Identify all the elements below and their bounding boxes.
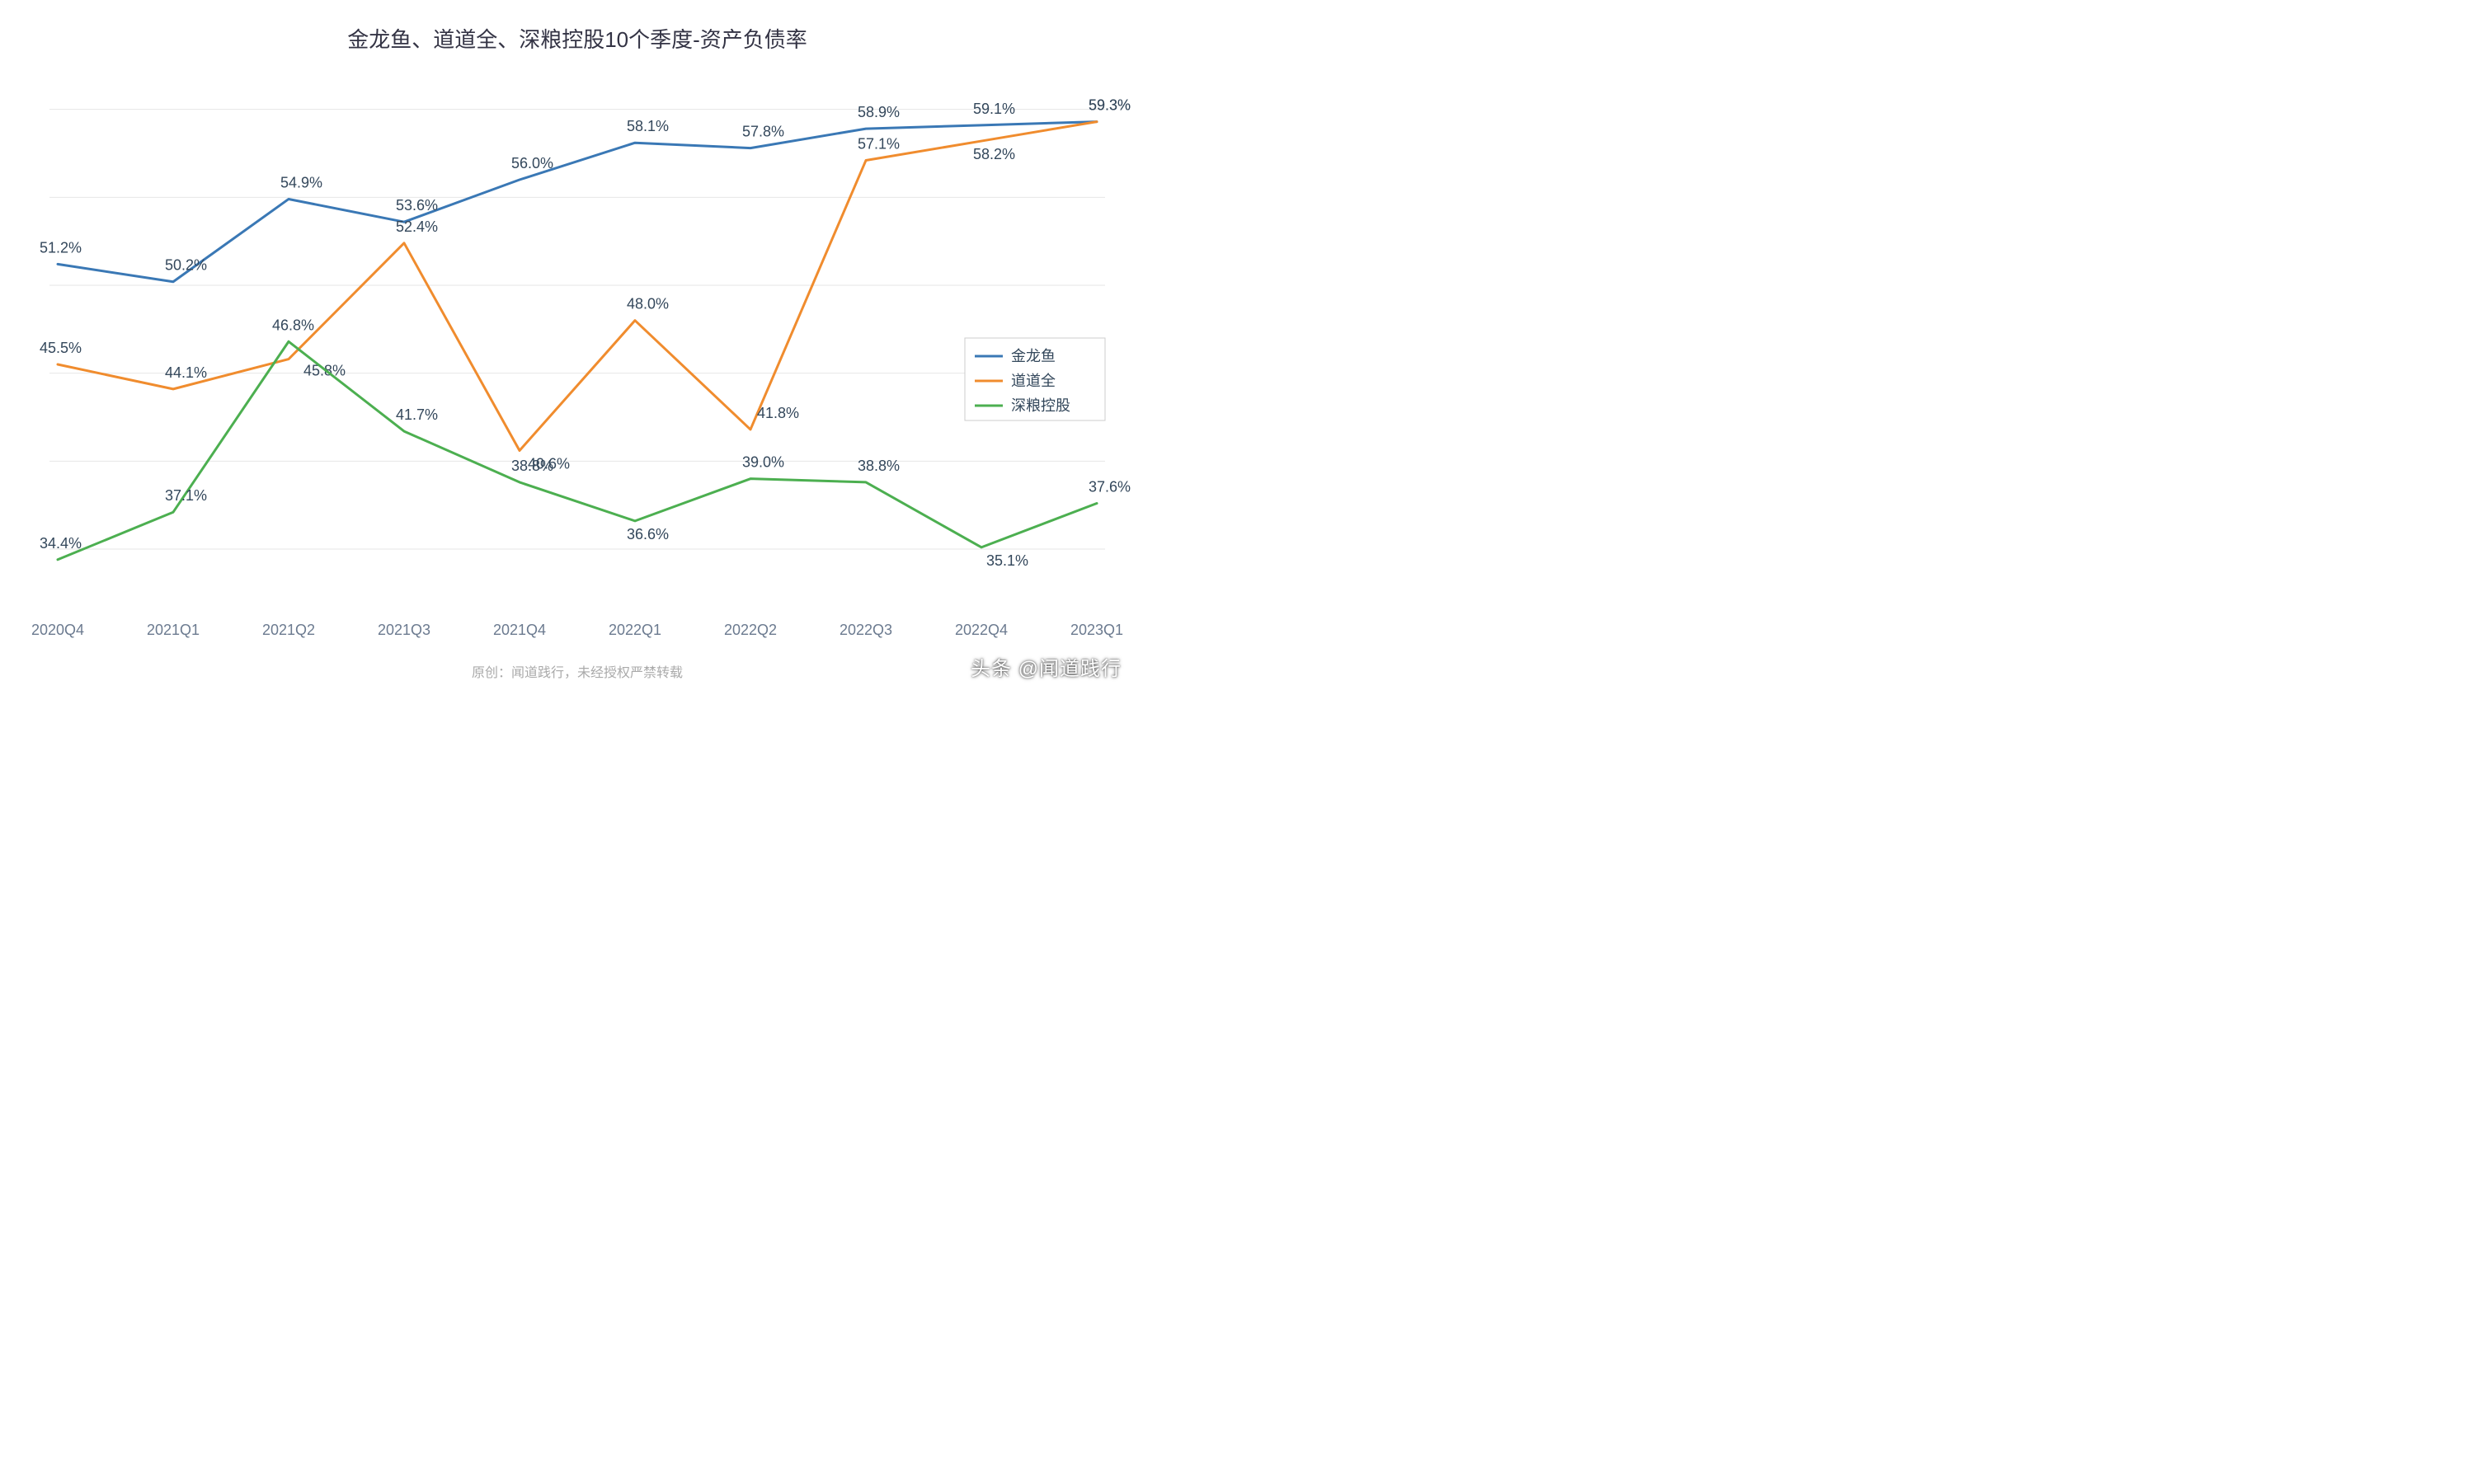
x-axis-label: 2022Q1 bbox=[609, 622, 661, 638]
series-line bbox=[58, 122, 1097, 282]
data-label: 38.8% bbox=[511, 458, 553, 474]
data-label: 41.7% bbox=[396, 406, 438, 423]
data-label: 56.0% bbox=[511, 155, 553, 171]
data-label: 54.9% bbox=[280, 174, 322, 190]
legend-label: 深粮控股 bbox=[1011, 397, 1070, 414]
x-axis-label: 2022Q3 bbox=[840, 622, 892, 638]
data-label: 51.2% bbox=[40, 239, 82, 256]
data-label: 36.6% bbox=[627, 526, 669, 542]
x-axis-label: 2020Q4 bbox=[31, 622, 84, 638]
data-label: 48.0% bbox=[627, 296, 669, 312]
data-label: 59.1% bbox=[973, 101, 1015, 117]
data-label: 45.5% bbox=[40, 340, 82, 356]
legend-label: 道道全 bbox=[1011, 373, 1056, 389]
data-label: 58.2% bbox=[973, 146, 1015, 162]
x-axis-label: 2021Q3 bbox=[378, 622, 430, 638]
series-line bbox=[58, 341, 1097, 560]
watermark: 头条 @闻道践行 bbox=[971, 652, 1122, 681]
data-label: 34.4% bbox=[40, 535, 82, 552]
data-label: 58.1% bbox=[627, 118, 669, 134]
data-label: 37.6% bbox=[1089, 479, 1131, 495]
x-axis-label: 2022Q4 bbox=[955, 622, 1008, 638]
line-chart: 金龙鱼、道道全、深粮控股10个季度-资产负债率 2020Q42021Q12021… bbox=[0, 0, 1155, 693]
data-label: 41.8% bbox=[757, 405, 799, 421]
data-label: 39.0% bbox=[742, 454, 784, 471]
chart-svg: 2020Q4 2021Q1 2021Q2 2021Q3 2021Q4 2022Q1 2022… bbox=[0, 0, 1155, 693]
data-label: 59.3% bbox=[1089, 97, 1131, 114]
x-axis-label: 2021Q4 bbox=[493, 622, 546, 638]
data-label: 57.8% bbox=[742, 124, 784, 140]
series-line bbox=[58, 122, 1097, 451]
data-label: 58.9% bbox=[858, 104, 900, 120]
data-label: 57.1% bbox=[858, 136, 900, 153]
data-label: 50.2% bbox=[165, 257, 207, 274]
legend-label: 金龙鱼 bbox=[1011, 348, 1056, 364]
data-label: 52.4% bbox=[396, 218, 438, 235]
data-label: 38.8% bbox=[858, 458, 900, 474]
data-label: 35.1% bbox=[986, 552, 1028, 569]
data-label: 46.8% bbox=[272, 317, 314, 333]
x-axis-label: 2023Q1 bbox=[1070, 622, 1123, 638]
data-label: 44.1% bbox=[165, 364, 207, 381]
data-label: 37.1% bbox=[165, 487, 207, 504]
x-axis-label: 2022Q2 bbox=[724, 622, 777, 638]
x-axis-label: 2021Q1 bbox=[147, 622, 200, 638]
data-label: 53.6% bbox=[396, 197, 438, 214]
x-axis-label: 2021Q2 bbox=[262, 622, 315, 638]
